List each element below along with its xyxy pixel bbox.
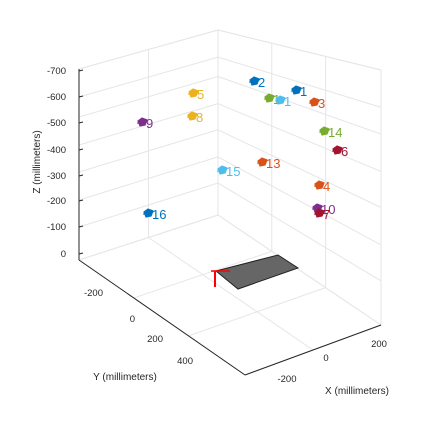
camera-label: 3 <box>318 96 325 111</box>
camera-glyph <box>274 96 285 105</box>
camera-glyph <box>216 166 227 175</box>
camera-9: 9 <box>136 116 153 131</box>
camera-8: 8 <box>186 110 203 125</box>
camera-glyph <box>142 209 153 218</box>
camera-4: 4 <box>313 179 330 194</box>
camera-label: 2 <box>258 75 265 90</box>
camera-label: 7 <box>323 207 330 222</box>
grid-line <box>217 103 382 172</box>
camera-glyph <box>187 89 198 98</box>
camera-label: 13 <box>266 156 280 171</box>
grid-line <box>148 237 314 351</box>
camera-glyph <box>248 77 259 86</box>
camera-glyph <box>186 112 197 121</box>
camera-label: 16 <box>152 207 166 222</box>
z-tick-mark <box>78 121 84 124</box>
camera-glyph <box>136 118 147 127</box>
y-axis-label: Y (millimeters) <box>93 372 157 383</box>
camera-glyph <box>313 181 324 190</box>
camera-3: 3 <box>308 96 325 111</box>
z-tick-mark <box>78 69 84 72</box>
z-tick-mark <box>78 148 84 151</box>
z-tick-label: -500 <box>47 118 66 129</box>
x-tick-label: -200 <box>277 374 296 385</box>
grid-line <box>217 182 382 282</box>
camera-label: 14 <box>328 125 342 140</box>
camera-label: 6 <box>341 144 348 159</box>
camera-glyph <box>308 98 319 107</box>
z-tick-mark <box>78 174 84 177</box>
z-tick-mark <box>78 225 84 228</box>
grid-line <box>217 56 382 108</box>
grid-line <box>217 29 382 71</box>
y-tick-label: 400 <box>177 356 193 367</box>
camera-label: 10 <box>321 202 335 217</box>
y-tick-label: 200 <box>147 334 163 345</box>
camera-glyph <box>331 146 342 155</box>
y-tick-label: 0 <box>130 314 135 325</box>
y-axis-line <box>78 259 246 376</box>
y-tick-label: -200 <box>84 288 103 299</box>
camera-glyph <box>263 94 274 103</box>
z-tick-label: -400 <box>47 145 66 156</box>
camera-label: 15 <box>226 164 240 179</box>
camera-label: 4 <box>323 179 330 194</box>
camera-16: 16 <box>142 207 166 222</box>
camera-label: 8 <box>196 110 203 125</box>
camera-1: 1 <box>290 84 307 99</box>
z-tick-label: -600 <box>47 92 66 103</box>
grid-line <box>217 156 382 246</box>
z-tick-label: -300 <box>47 171 66 182</box>
x-tick-label: 0 <box>323 353 328 364</box>
camera-glyph <box>256 158 267 167</box>
z-tick-mark <box>78 95 84 98</box>
camera-2: 2 <box>248 75 265 90</box>
camera-13: 13 <box>256 156 280 171</box>
grid-line <box>217 76 382 135</box>
camera-15: 15 <box>216 164 240 179</box>
z-tick-label: -100 <box>47 222 66 233</box>
z-axis-label: Z (millimeters) <box>32 130 43 193</box>
camera-positions: 211135891461315410716 <box>136 75 348 222</box>
camera-label: 5 <box>197 87 204 102</box>
camera-6: 6 <box>331 144 348 159</box>
camera-label: 9 <box>146 116 153 131</box>
camera-glyph <box>318 127 329 136</box>
z-tick-label: 0 <box>61 249 66 260</box>
calibration-board <box>211 254 300 290</box>
x-axis-label: X (millimeters) <box>325 386 389 397</box>
z-tick-label: -200 <box>47 196 66 207</box>
camera-label: 1 <box>300 84 307 99</box>
camera-7: 7 <box>313 207 330 222</box>
x-tick-label: 200 <box>371 339 387 350</box>
camera-1: 1 <box>274 94 291 109</box>
axes: -700 -600 -500 -400 -300 -200 -100 0 -200 0 200 400… <box>32 66 389 397</box>
grid-line <box>217 214 382 326</box>
z-tick-mark <box>78 199 84 202</box>
camera-10: 10 <box>311 202 335 217</box>
camera-glyph <box>290 86 301 95</box>
grid-line <box>78 29 219 70</box>
camera-14: 14 <box>318 125 342 140</box>
grid-line <box>217 129 382 208</box>
grid-lines <box>78 29 382 376</box>
x-axis-line <box>244 324 382 376</box>
z-tick-label: -700 <box>47 66 66 77</box>
camera-glyph <box>313 209 324 218</box>
camera-label: 1 <box>284 94 291 109</box>
checkerboard-plane <box>214 254 300 290</box>
z-tick-mark <box>78 252 84 255</box>
camera-5: 5 <box>187 87 204 102</box>
